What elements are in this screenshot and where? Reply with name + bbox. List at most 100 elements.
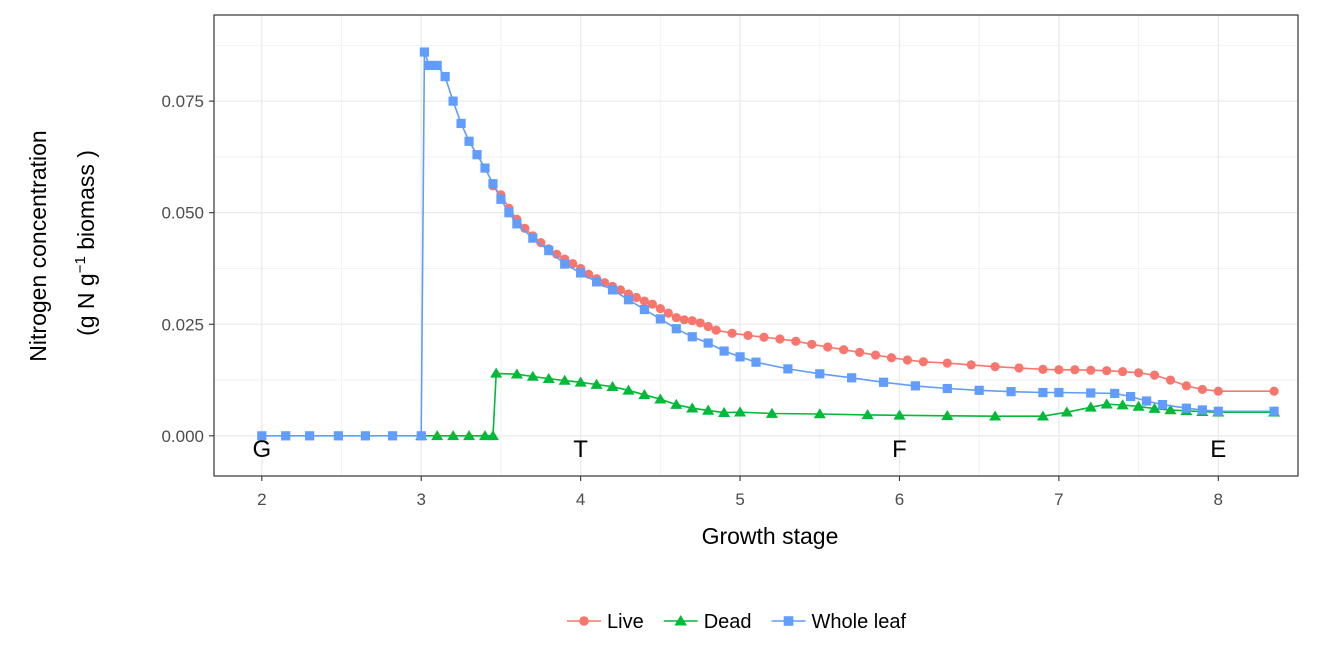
point-live [639, 296, 650, 306]
legend-key-marker [783, 616, 794, 626]
x-tick-label: 6 [895, 490, 904, 509]
point-dead [861, 409, 874, 420]
point-live [703, 321, 713, 332]
point-whole-leaf [333, 431, 343, 441]
point-live [1014, 363, 1024, 373]
point-whole-leaf [1197, 405, 1207, 415]
point-live [743, 330, 753, 341]
point-dead [478, 430, 492, 441]
point-whole-leaf [1054, 387, 1064, 398]
point-whole-leaf [655, 314, 665, 324]
point-dead [574, 376, 587, 387]
point-live [1070, 365, 1080, 375]
point-live [1118, 366, 1128, 377]
point-dead [431, 430, 444, 441]
point-whole-leaf [528, 233, 538, 243]
point-whole-leaf [607, 285, 618, 295]
point-live [552, 249, 562, 259]
point-dead [813, 408, 826, 419]
point-whole-leaf [576, 268, 586, 278]
point-dead [510, 368, 523, 379]
point-dead [686, 402, 699, 413]
point-whole-leaf [440, 71, 450, 82]
point-dead [670, 398, 683, 409]
point-live [839, 345, 849, 355]
point-dead [702, 404, 715, 415]
point-whole-leaf [1157, 399, 1168, 410]
point-whole-leaf [639, 304, 650, 315]
point-live [870, 350, 881, 360]
y-axis-title-suffix: biomass ) [73, 150, 99, 256]
point-dead [1036, 410, 1049, 421]
point-live [942, 358, 952, 368]
point-whole-leaf [1006, 387, 1016, 397]
point-whole-leaf [703, 338, 713, 348]
point-whole-leaf [783, 364, 793, 374]
legend-label-dead: Dead [704, 611, 752, 633]
y-tick-label: 0.025 [161, 315, 204, 334]
point-whole-leaf [488, 179, 498, 189]
point-whole-leaf [623, 295, 634, 305]
y-tick-label: 0.075 [161, 92, 204, 111]
point-dead [1132, 400, 1145, 411]
grid-minor [214, 15, 1298, 476]
point-live [647, 299, 657, 309]
point-whole-leaf [878, 377, 889, 387]
point-whole-leaf [1086, 388, 1096, 398]
plot-border [213, 14, 1299, 477]
point-live [1133, 368, 1144, 378]
point-live [886, 353, 897, 363]
point-live [727, 328, 737, 338]
point-live [759, 332, 769, 342]
point-whole-leaf [544, 246, 554, 256]
point-whole-leaf [472, 150, 482, 160]
point-dead [893, 409, 906, 420]
legend-label-live: Live [607, 611, 644, 633]
point-dead [526, 370, 539, 381]
series-line-dead [421, 372, 1275, 437]
point-whole-leaf [719, 346, 729, 356]
point-live [1038, 364, 1048, 374]
point-live [791, 336, 801, 346]
point-live [695, 318, 705, 328]
point-dead [1116, 399, 1129, 410]
point-whole-leaf [910, 381, 921, 391]
legend-label-whole-leaf: Whole leaf [812, 611, 907, 633]
point-live [711, 325, 721, 335]
point-dead [1148, 402, 1161, 413]
y-axis-title-line2: (g N g−1 biomass ) [72, 150, 99, 336]
point-whole-leaf [687, 332, 697, 342]
point-whole-leaf [456, 118, 466, 129]
point-whole-leaf [360, 431, 371, 441]
point-live [807, 339, 817, 349]
y-axis-title-superscript: −1 [72, 256, 89, 273]
point-dead [718, 406, 731, 417]
point-whole-leaf [448, 96, 458, 106]
x-axis: 2 3 4 5 6 7 8 [257, 476, 1223, 509]
point-dead [734, 406, 747, 417]
y-axis-title-prefix: (g N g [73, 273, 99, 336]
point-dead [606, 380, 619, 392]
point-live [1269, 386, 1279, 396]
point-whole-leaf [1181, 403, 1192, 413]
point-whole-leaf [281, 431, 291, 441]
series-live [488, 181, 1279, 396]
point-live [966, 360, 976, 370]
point-whole-leaf [751, 357, 761, 367]
point-dead [542, 372, 555, 384]
point-live [671, 312, 681, 323]
point-dead [989, 410, 1002, 421]
point-whole-leaf [1110, 388, 1120, 399]
point-live [1054, 365, 1064, 375]
y-tick-label: 0.000 [161, 427, 204, 446]
point-live [1165, 375, 1176, 385]
point-whole-leaf [815, 369, 825, 379]
point-whole-leaf [847, 373, 857, 383]
point-live [1102, 366, 1112, 376]
legend-key-marker [579, 616, 589, 626]
point-whole-leaf [504, 208, 514, 218]
point-dead [447, 430, 460, 441]
point-live [655, 304, 665, 314]
point-live [918, 357, 928, 367]
